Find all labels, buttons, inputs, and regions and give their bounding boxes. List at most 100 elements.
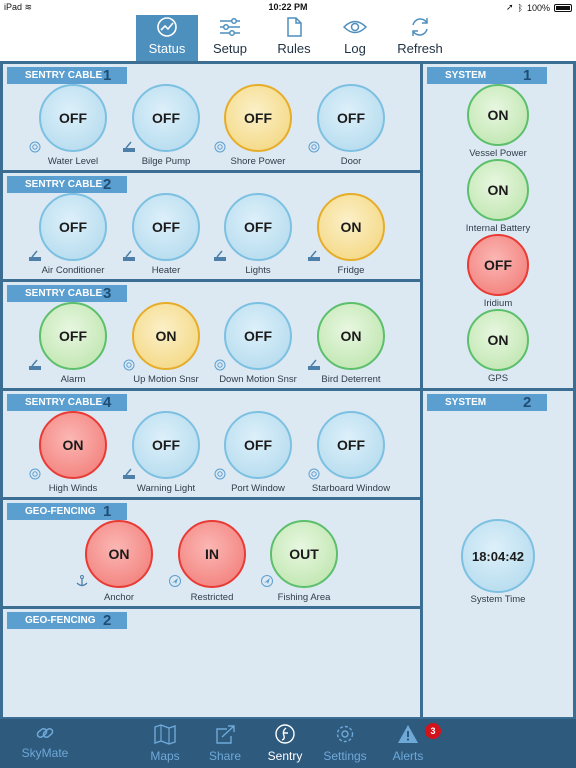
internal-battery-indicator: ON [467, 159, 529, 221]
panel-title: SENTRY CABLE 3 [7, 285, 127, 302]
water-level-toggle[interactable]: OFF [39, 84, 107, 152]
panel-title: SYSTEM 2 [427, 394, 547, 411]
tab-rules[interactable]: Rules [262, 15, 326, 61]
port-window-toggle[interactable]: OFF [224, 411, 292, 479]
bird-deterrent-toggle[interactable]: ON [317, 302, 385, 370]
down-motion-sensor-toggle[interactable]: OFF [224, 302, 292, 370]
wired-sensor-icon [308, 250, 320, 261]
sensor-label: Air Conditioner [41, 265, 105, 276]
sensor-label: Alarm [60, 374, 86, 385]
sentry-cable-4-panel: SENTRY CABLE 4 ON High Winds OFF Warning … [3, 391, 420, 497]
location-arrow-icon [261, 575, 273, 587]
tab-sentry[interactable]: Sentry [257, 723, 313, 763]
wireless-sensor-icon [308, 141, 320, 153]
vessel-power-indicator: ON [467, 84, 529, 146]
panel-title: GEO-FENCING 2 [7, 612, 127, 629]
tab-settings[interactable]: Settings [317, 723, 373, 763]
system-label: Internal Battery [465, 223, 531, 234]
panel-title: GEO-FENCING 1 [7, 503, 127, 520]
tab-share[interactable]: Share [197, 723, 253, 763]
sensor-label: Warning Light [136, 483, 196, 494]
tab-status[interactable]: Status [136, 15, 198, 61]
restricted-zone-toggle[interactable]: IN [178, 520, 246, 588]
system-2-panel: SYSTEM 2 18:04:42 System Time [423, 391, 573, 717]
sensor-label: Door [340, 156, 362, 167]
system-time-display: 18:04:42 [461, 519, 535, 593]
bluetooth-icon: ᛒ [517, 2, 523, 13]
sensor-label: Heater [151, 265, 181, 276]
air-conditioner-toggle[interactable]: OFF [39, 193, 107, 261]
geofencing-1-panel: GEO-FENCING 1 ON Anchor IN Restricted OUT… [3, 500, 420, 606]
tab-setup[interactable]: Setup [198, 15, 262, 61]
eye-icon [343, 20, 367, 34]
link-icon [36, 727, 54, 739]
heater-toggle[interactable]: OFF [132, 193, 200, 261]
warning-light-toggle[interactable]: OFF [132, 411, 200, 479]
wireless-sensor-icon [308, 468, 320, 480]
system-label: Iridium [483, 298, 513, 309]
document-icon [287, 17, 302, 37]
alert-icon [398, 725, 418, 743]
system-label: Vessel Power [469, 148, 527, 159]
panel-title: SYSTEM 1 [427, 67, 547, 84]
bilge-pump-toggle[interactable]: OFF [132, 84, 200, 152]
shore-power-toggle[interactable]: OFF [224, 84, 292, 152]
sensor-label: Down Motion Snsr [219, 374, 297, 385]
status-bar: iPad ≋ 10:22 PM ➚ ᛒ 100% [0, 0, 576, 15]
status-gauge-icon [157, 17, 177, 37]
sensor-label: Shore Power [230, 156, 286, 167]
wired-sensor-icon [123, 141, 135, 152]
sensor-label: Bilge Pump [141, 156, 191, 167]
map-icon [154, 724, 176, 745]
sensor-label: High Winds [48, 483, 98, 494]
zone-label: Anchor [103, 592, 135, 603]
system-1-panel: SYSTEM 1 ON Vessel Power ON Internal Batt… [423, 64, 573, 388]
sentry-cable-1-panel: SENTRY CABLE 1 OFF Water Level OFF Bilge … [3, 64, 420, 170]
location-arrow-icon [169, 575, 181, 587]
wireless-sensor-icon [123, 359, 135, 371]
top-tab-bar: Status Setup Rules Log Refresh [136, 15, 456, 61]
door-toggle[interactable]: OFF [317, 84, 385, 152]
device-name: iPad ≋ [4, 2, 33, 12]
wired-sensor-icon [29, 359, 41, 370]
fishing-area-zone-toggle[interactable]: OUT [270, 520, 338, 588]
panel-title: SENTRY CABLE 2 [7, 176, 127, 193]
high-winds-toggle[interactable]: ON [39, 411, 107, 479]
tab-refresh[interactable]: Refresh [384, 15, 456, 61]
system-time-label: System Time [470, 594, 526, 605]
battery-percent: 100% [526, 2, 550, 13]
wifi-icon: ≋ [24, 2, 33, 12]
sliders-icon [220, 17, 240, 37]
iridium-indicator: OFF [467, 234, 529, 296]
refresh-icon [412, 18, 428, 36]
system-label: GPS [487, 373, 509, 384]
share-icon [216, 725, 235, 744]
gear-icon [336, 725, 354, 743]
sentry-icon [275, 724, 295, 744]
wired-sensor-icon [29, 250, 41, 261]
fridge-toggle[interactable]: ON [317, 193, 385, 261]
tab-log[interactable]: Log [326, 15, 384, 61]
anchor-zone-toggle[interactable]: ON [85, 520, 153, 588]
panel-title: SENTRY CABLE 4 [7, 394, 127, 411]
tab-alerts[interactable]: Alerts [380, 723, 436, 763]
battery-icon [554, 3, 572, 12]
starboard-window-toggle[interactable]: OFF [317, 411, 385, 479]
sentry-cable-3-panel: SENTRY CABLE 3 OFF Alarm ON Up Motion Sns… [3, 282, 420, 388]
sensor-label: Bird Deterrent [321, 374, 381, 385]
sensor-label: Water Level [47, 156, 99, 167]
wired-sensor-icon [123, 250, 135, 261]
geofencing-2-panel: GEO-FENCING 2 [3, 609, 420, 717]
bottom-tab-bar: SkyMate Maps Share Sentry Settings Alert… [0, 719, 576, 768]
alarm-toggle[interactable]: OFF [39, 302, 107, 370]
clock: 10:22 PM [268, 2, 308, 12]
lights-toggle[interactable]: OFF [224, 193, 292, 261]
anchor-icon [76, 575, 88, 587]
up-motion-sensor-toggle[interactable]: ON [132, 302, 200, 370]
tab-maps[interactable]: Maps [137, 723, 193, 763]
sentry-dashboard: SENTRY CABLE 1 OFF Water Level OFF Bilge … [0, 61, 576, 719]
wireless-sensor-icon [214, 468, 226, 480]
sensor-label: Fridge [337, 265, 365, 276]
skymate-logo[interactable]: SkyMate [20, 723, 70, 760]
panel-title: SENTRY CABLE 1 [7, 67, 127, 84]
